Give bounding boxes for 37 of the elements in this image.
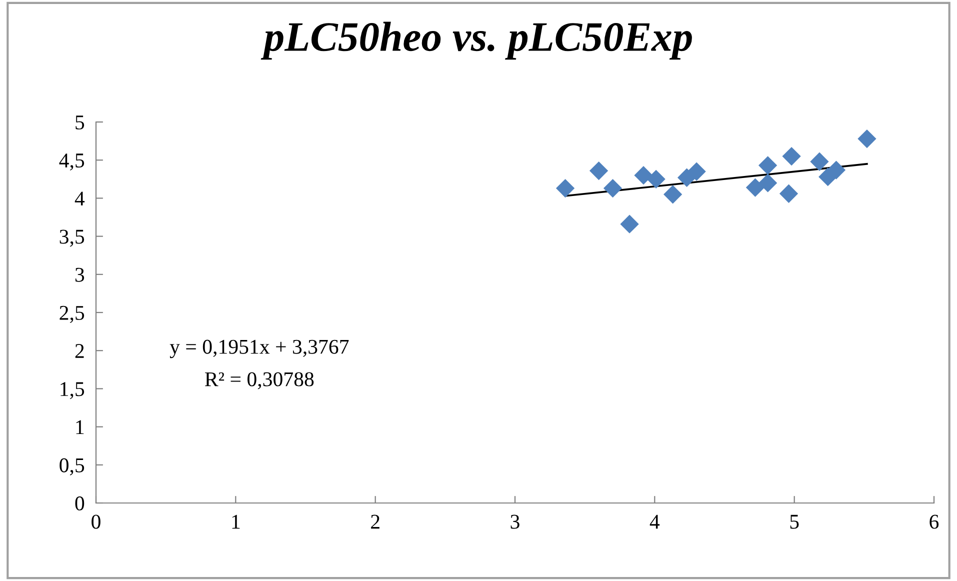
point xyxy=(758,174,778,192)
x-tick-label: 3 xyxy=(510,514,520,529)
point xyxy=(810,152,829,171)
x-tick-label: 2 xyxy=(371,514,380,529)
y-tick-label: 2 xyxy=(75,344,84,358)
x-tick-label: 4 xyxy=(650,514,660,529)
point xyxy=(603,178,622,198)
point xyxy=(620,214,639,234)
point xyxy=(779,184,798,203)
point xyxy=(634,166,653,185)
point xyxy=(646,170,666,188)
annotation: R² = 0,30788 xyxy=(205,372,314,390)
point xyxy=(556,178,575,198)
point xyxy=(858,129,876,148)
y-tick-label: 4,5 xyxy=(59,154,84,171)
y-tick-label: 1,5 xyxy=(60,382,84,400)
point xyxy=(758,156,778,175)
point xyxy=(746,178,765,197)
y-tick-label: 5 xyxy=(76,116,84,130)
point xyxy=(589,161,608,180)
y-tick-label: 0 xyxy=(75,496,84,510)
point xyxy=(782,146,801,166)
x-tick-label: 6 xyxy=(930,514,939,529)
annotation: y = 0,1951x + 3,3767 xyxy=(170,340,349,358)
point xyxy=(664,185,682,204)
y-tick-label: 3 xyxy=(75,268,84,282)
y-tick-label: 2,5 xyxy=(60,306,84,323)
point xyxy=(826,160,846,180)
chart-title: pLC50heo vs. pLC50Exp xyxy=(260,22,692,60)
y-tick-label: 1 xyxy=(76,420,84,434)
y-tick-label: 3,5 xyxy=(60,230,84,247)
x-tick-label: 1 xyxy=(232,514,240,529)
y-tick-label: 0,5 xyxy=(60,458,84,476)
y-tick-label: 4 xyxy=(74,192,85,206)
point xyxy=(687,162,706,181)
x-tick-label: 5 xyxy=(790,514,799,529)
x-tick-label: 0 xyxy=(92,514,100,529)
